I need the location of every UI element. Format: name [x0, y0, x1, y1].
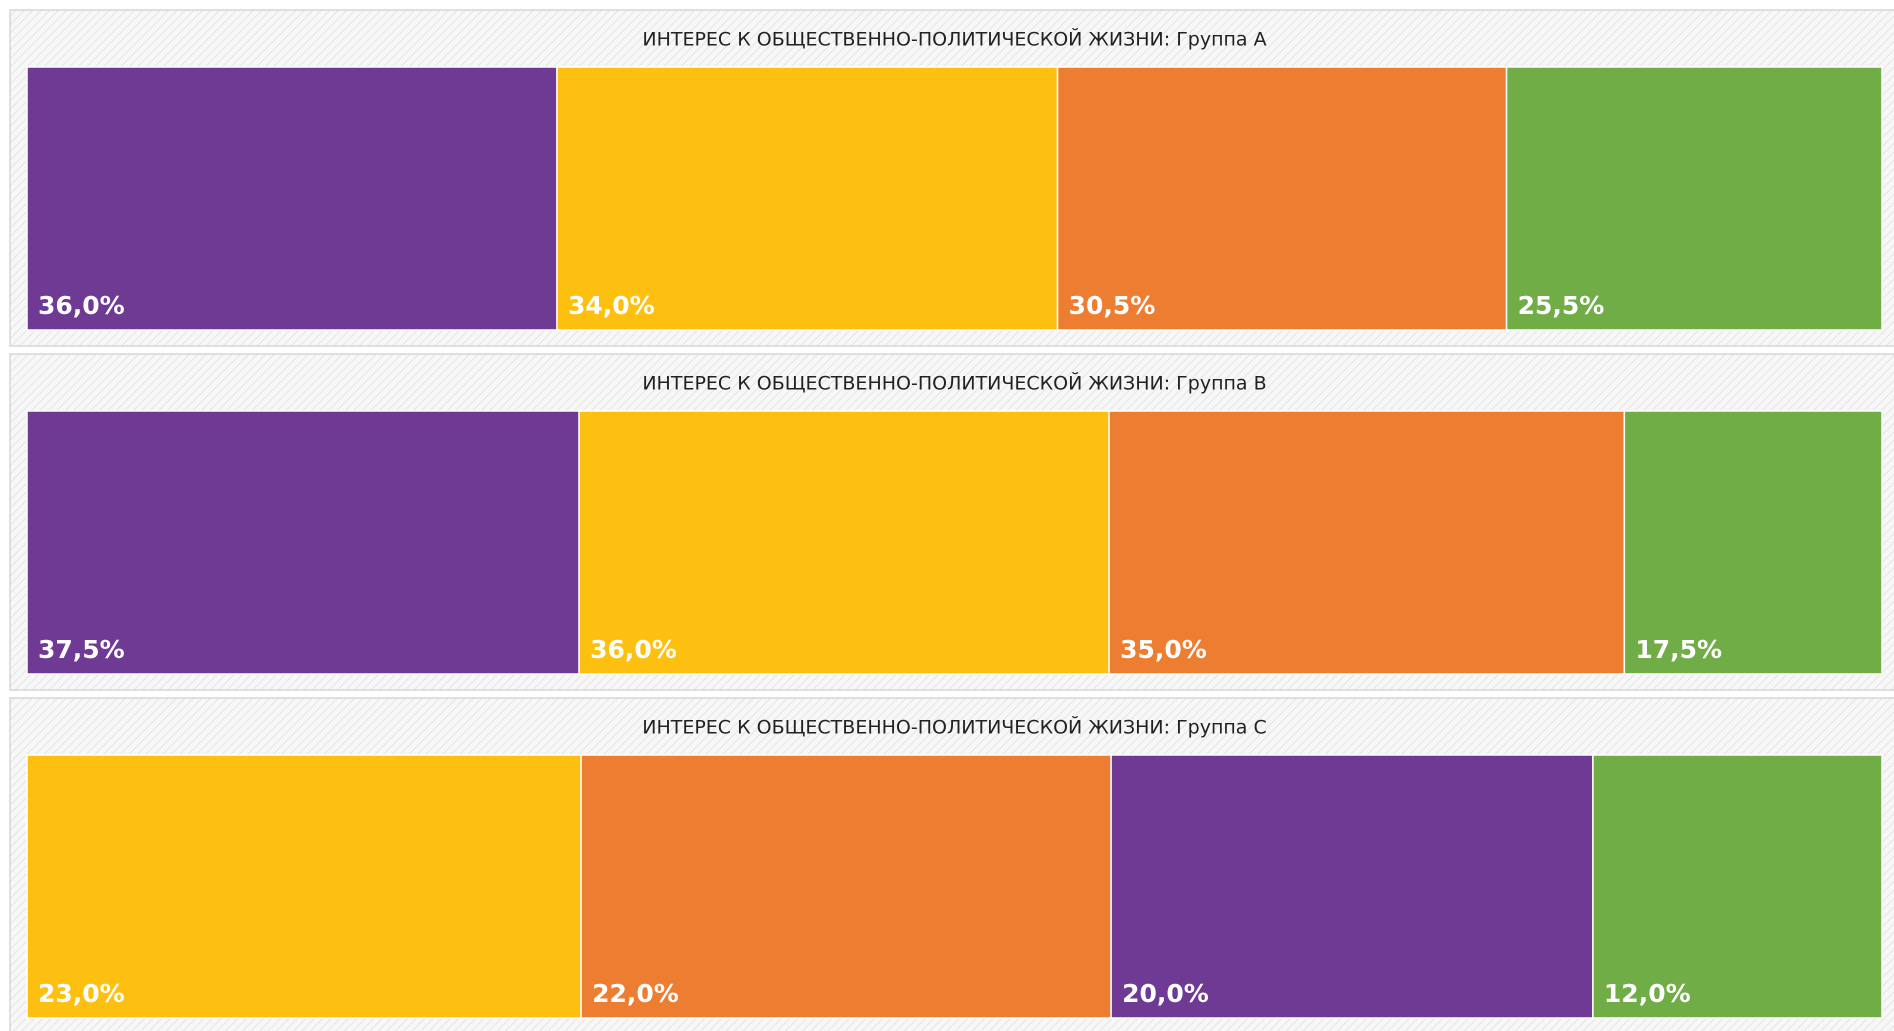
segment: [26, 66, 558, 331]
value-label: 34,0%: [568, 291, 655, 320]
value-label: 20,0%: [1122, 979, 1209, 1008]
value-label: 25,5%: [1518, 291, 1605, 320]
value-label: 12,0%: [1604, 979, 1691, 1008]
segment: [1056, 66, 1508, 331]
segment: [556, 66, 1059, 331]
segment: [1505, 66, 1883, 331]
segment: [1108, 410, 1626, 675]
value-label: 22,0%: [592, 979, 679, 1008]
value-label: 36,0%: [590, 635, 677, 664]
segment: [1110, 754, 1594, 1019]
segment: [26, 754, 582, 1019]
value-label: 35,0%: [1120, 635, 1207, 664]
value-label: 30,5%: [1069, 291, 1156, 320]
chart-title: ИНТЕРЕС К ОБЩЕСТВЕННО-ПОЛИТИЧЕСКОЙ ЖИЗНИ…: [642, 28, 1266, 51]
chart-title: ИНТЕРЕС К ОБЩЕСТВЕННО-ПОЛИТИЧЕСКОЙ ЖИЗНИ…: [642, 716, 1267, 739]
chart-title: ИНТЕРЕС К ОБЩЕСТВЕННО-ПОЛИТИЧЕСКОЙ ЖИЗНИ…: [642, 372, 1266, 395]
segment: [1592, 754, 1883, 1019]
value-label: 23,0%: [38, 979, 125, 1008]
value-label: 17,5%: [1635, 635, 1722, 664]
value-label: 36,0%: [38, 291, 125, 320]
segment: [580, 754, 1112, 1019]
value-label: 37,5%: [38, 635, 125, 664]
segment: [1623, 410, 1883, 675]
segment: [578, 410, 1110, 675]
